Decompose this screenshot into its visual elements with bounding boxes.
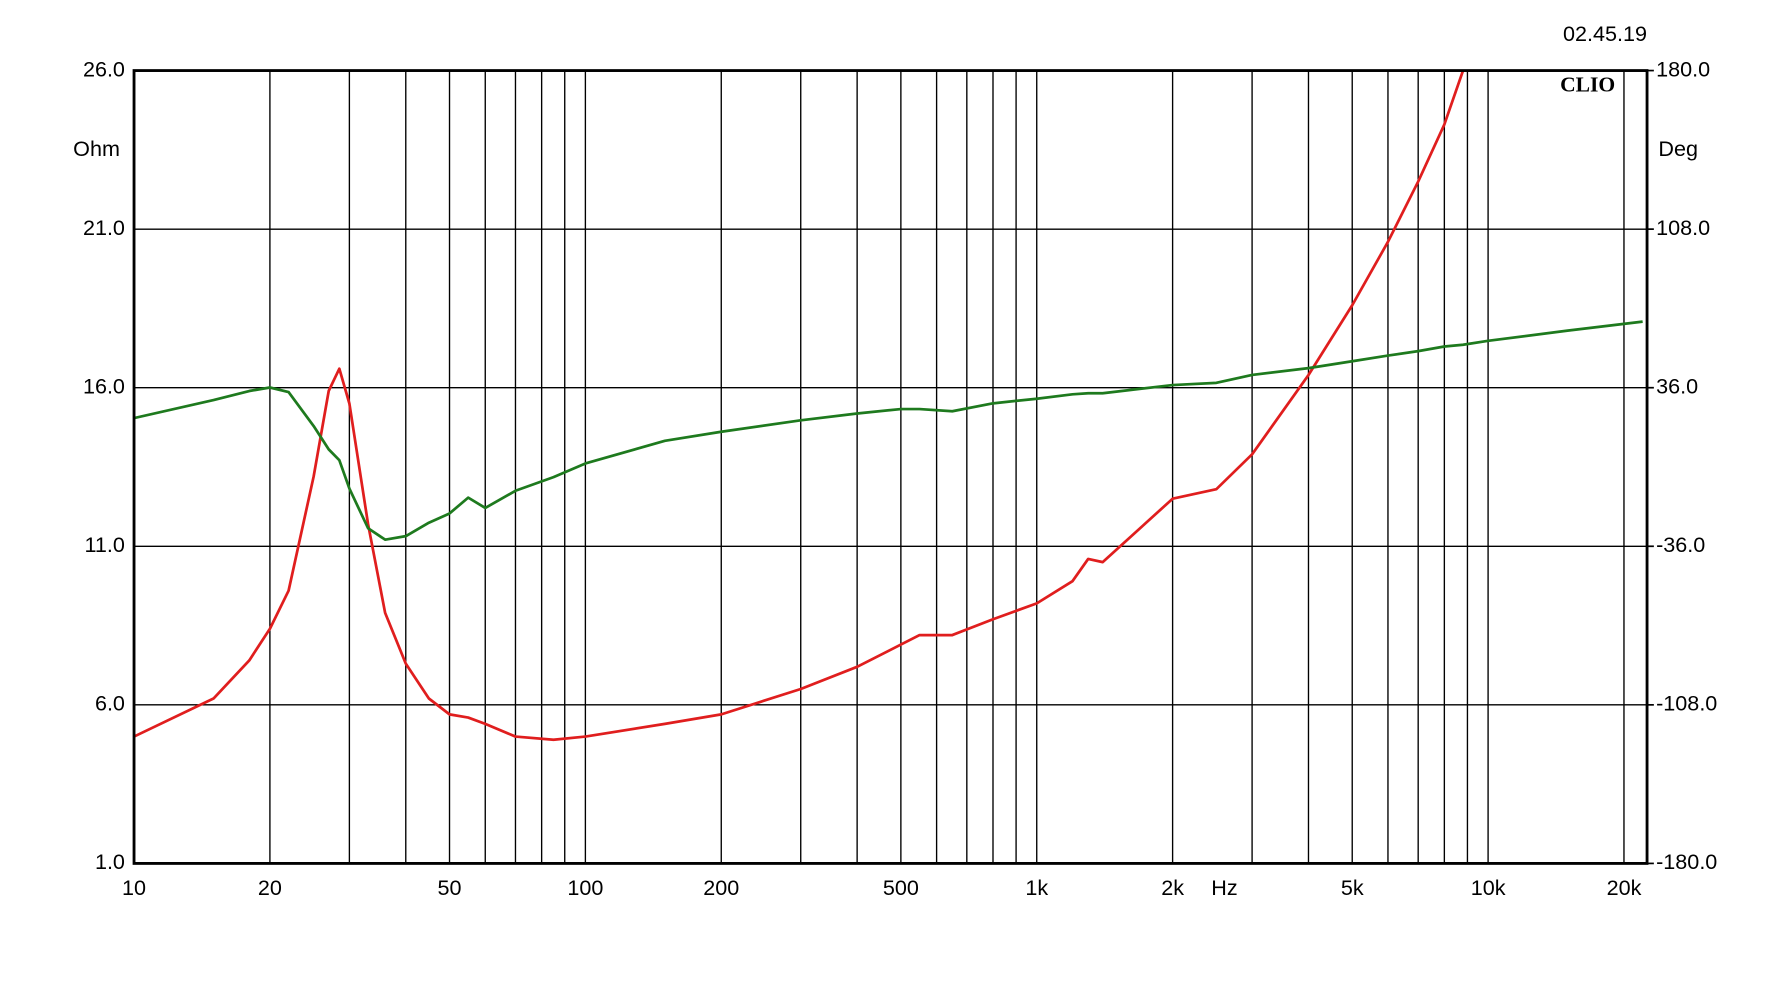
y-tick-label: 6.0 [95, 691, 125, 716]
y-tick-label: 1.0 [95, 849, 125, 874]
y-tick-label: 16.0 [83, 373, 125, 398]
x-tick-label: 1k [1025, 875, 1048, 900]
series-line [134, 70, 1465, 742]
y-tick-label: 21.0 [83, 215, 125, 240]
x-tick-label: 200 [703, 875, 739, 900]
x-unit: Hz [1211, 875, 1237, 900]
plot-border [132, 69, 1649, 865]
x-tick-label: 10 [122, 875, 146, 900]
y-tick-label: 11.0 [85, 532, 125, 557]
x-tick-label: 50 [438, 875, 462, 900]
x-tick-label: 5k [1341, 875, 1364, 900]
x-tick-label: 100 [567, 875, 603, 900]
y2-tick-label: 36.0 [1656, 373, 1698, 398]
series-line [134, 320, 1643, 542]
timestamp: 02.45.19 [1563, 21, 1647, 46]
y2-tick-label: 108.0 [1656, 215, 1710, 240]
plot-area [134, 70, 1643, 742]
y-tick-label: 26.0 [83, 56, 125, 81]
x-tick-label: 20k [1607, 875, 1642, 900]
y2-tick-label: -36.0 [1656, 532, 1705, 557]
y2-tick-label: -108.0 [1656, 691, 1717, 716]
x-tick-label: 20 [258, 875, 282, 900]
brand: CLIO [1560, 72, 1615, 96]
y-axis-label: Ohm [73, 136, 120, 161]
y2-tick-label: 180.0 [1656, 56, 1710, 81]
y2-tick-label: -180.0 [1656, 849, 1717, 874]
x-tick-label: 10k [1471, 875, 1506, 900]
y2-axis-label: Deg [1658, 136, 1698, 161]
x-tick-label: 500 [883, 875, 919, 900]
x-tick-label: 2k [1161, 875, 1184, 900]
